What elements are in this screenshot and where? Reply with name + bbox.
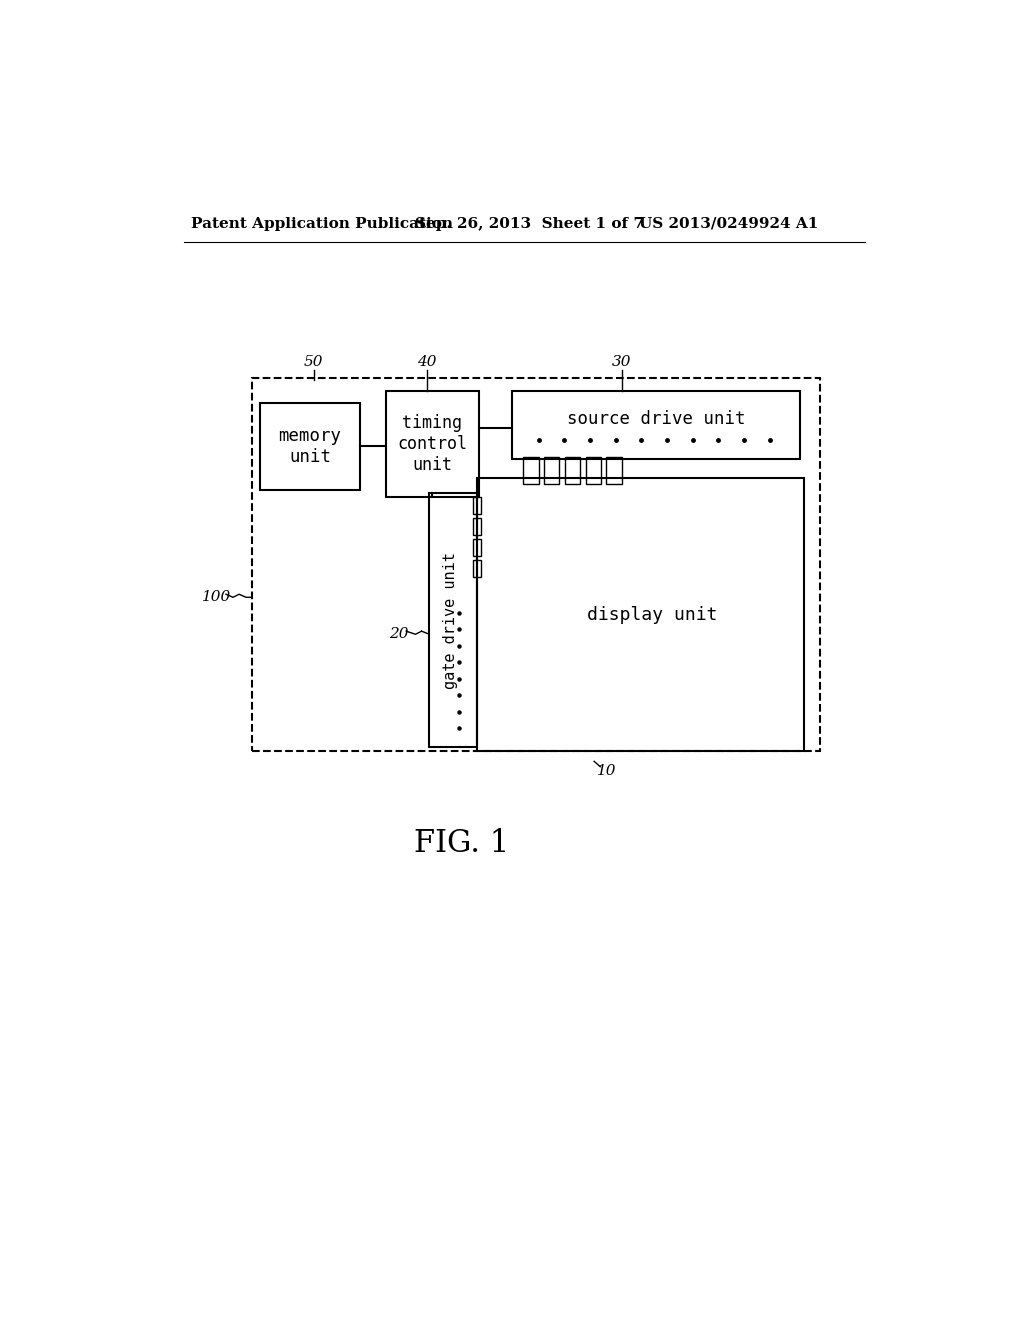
Text: gate drive unit: gate drive unit <box>443 552 459 689</box>
Bar <box>260 404 360 490</box>
Text: 100: 100 <box>202 590 231 605</box>
Text: source drive unit: source drive unit <box>567 409 745 428</box>
Bar <box>523 457 539 484</box>
Bar <box>429 494 477 747</box>
Text: FIG. 1: FIG. 1 <box>414 828 509 859</box>
Bar <box>606 457 622 484</box>
Bar <box>252 378 819 751</box>
Text: timing
control
unit: timing control unit <box>397 414 467 474</box>
Bar <box>477 478 804 751</box>
Text: 50: 50 <box>304 355 324 370</box>
Text: 40: 40 <box>417 355 437 370</box>
Text: memory
unit: memory unit <box>279 426 341 466</box>
Bar <box>386 391 478 498</box>
Bar <box>565 457 581 484</box>
Bar <box>512 391 801 459</box>
Text: US 2013/0249924 A1: US 2013/0249924 A1 <box>639 216 818 231</box>
Text: Patent Application Publication: Patent Application Publication <box>190 216 453 231</box>
Text: 10: 10 <box>597 763 616 777</box>
Bar <box>473 517 481 535</box>
Text: Sep. 26, 2013  Sheet 1 of 7: Sep. 26, 2013 Sheet 1 of 7 <box>416 216 644 231</box>
Bar <box>544 457 559 484</box>
Text: 30: 30 <box>612 355 632 370</box>
Bar <box>473 539 481 556</box>
Bar <box>473 560 481 577</box>
Bar <box>473 498 481 515</box>
Text: display unit: display unit <box>587 606 718 623</box>
Text: 20: 20 <box>389 627 409 642</box>
Bar <box>586 457 601 484</box>
